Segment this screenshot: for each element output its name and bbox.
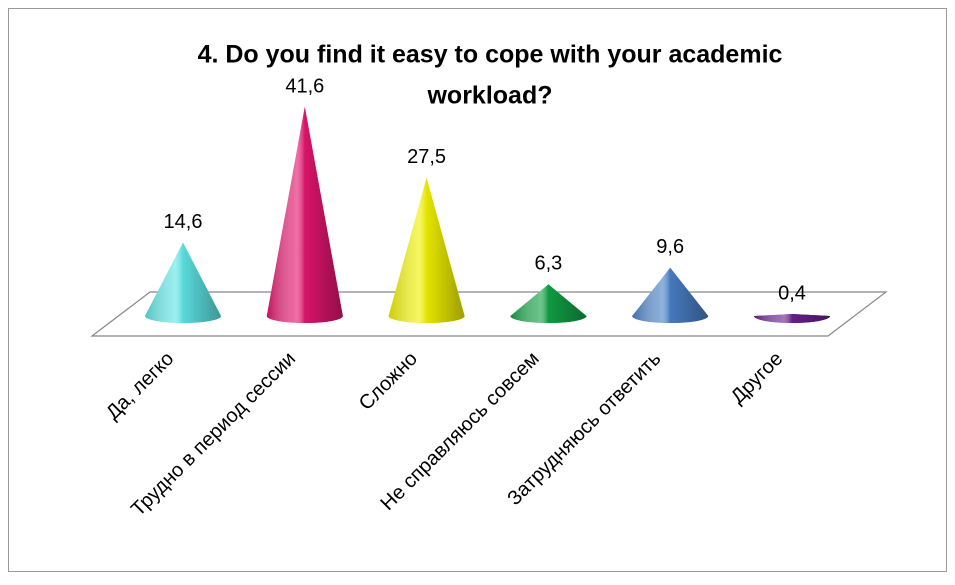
cone-shade	[266, 107, 343, 324]
data-label: 41,6	[285, 75, 324, 97]
data-label: 9,6	[656, 236, 684, 258]
cone-shade	[754, 313, 830, 323]
cone-shade	[632, 267, 709, 324]
cone-shade	[510, 284, 587, 323]
cone-shade	[388, 177, 465, 324]
chart-title: workload?	[426, 82, 552, 110]
data-label: 14,6	[164, 211, 203, 233]
data-label: 27,5	[407, 146, 446, 168]
data-label: 6,3	[534, 253, 562, 275]
cone-shade	[145, 242, 221, 323]
chart-title: 4. Do you find it easy to cope with your…	[198, 41, 783, 69]
data-label: 0,4	[778, 282, 806, 304]
